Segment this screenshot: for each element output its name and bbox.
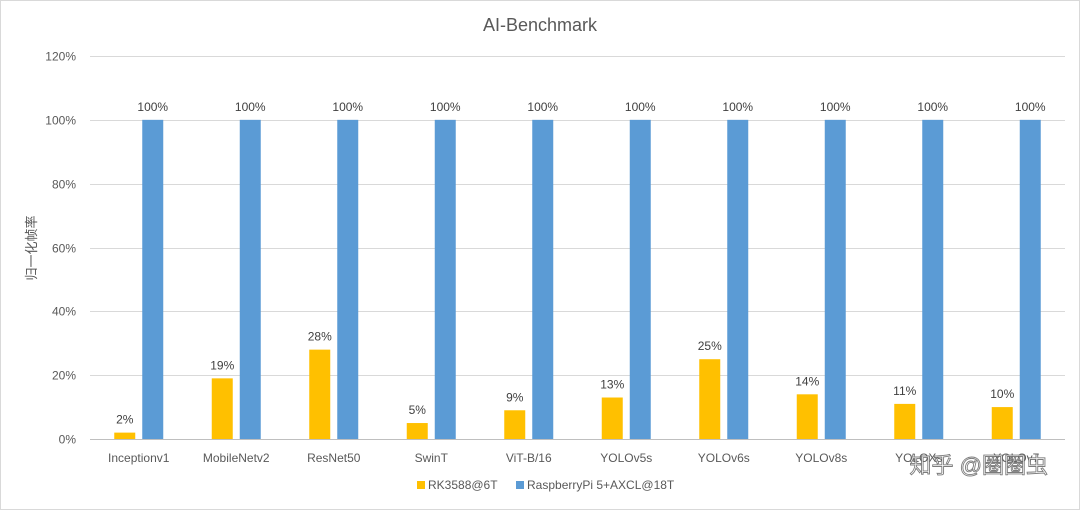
y-tick-label: 60%: [52, 242, 76, 256]
data-label: 100%: [1015, 100, 1046, 114]
bar-raspberrypi: [922, 119, 944, 439]
x-tick-label: MobileNetv2: [203, 451, 270, 465]
x-tick-label: YOLOv7: [993, 451, 1039, 465]
bars: [114, 119, 1041, 439]
y-tick-label: 80%: [52, 178, 76, 192]
bar-raspberrypi: [337, 119, 359, 439]
bar-rk3588: [211, 378, 233, 439]
y-tick-label: 20%: [52, 369, 76, 383]
bar-raspberrypi: [434, 119, 456, 439]
bar-rk3588: [796, 394, 818, 439]
bar-raspberrypi: [239, 119, 261, 439]
x-tick-label: YOLOv5s: [600, 451, 652, 465]
bar-raspberrypi: [824, 119, 846, 439]
bar-raspberrypi: [727, 119, 749, 439]
data-label: 14%: [795, 374, 819, 388]
y-axis-label: 归一化帧率: [24, 215, 39, 280]
y-tick-label: 100%: [45, 114, 76, 128]
x-tick-label: Inceptionv1: [108, 451, 170, 465]
bar-rk3588: [601, 397, 623, 439]
data-label: 9%: [506, 390, 524, 404]
data-label: 100%: [625, 100, 656, 114]
bar-rk3588: [991, 407, 1013, 439]
y-tick-labels: 0% 20% 40% 60% 80% 100% 120%: [45, 50, 76, 447]
bar-rk3588: [894, 403, 916, 439]
y-tick-label: 120%: [45, 50, 76, 64]
data-label: 13%: [600, 378, 624, 392]
x-tick-label: YOLOv8s: [795, 451, 847, 465]
bar-raspberrypi: [532, 119, 554, 439]
data-label: 100%: [430, 100, 461, 114]
data-label: 100%: [527, 100, 558, 114]
x-tick-label: ResNet50: [307, 451, 361, 465]
legend-label-rk3588: RK3588@6T: [428, 478, 498, 492]
data-label: 25%: [698, 339, 722, 353]
bar-rk3588: [699, 359, 721, 439]
bar-rk3588: [504, 410, 526, 439]
legend-swatch-rk3588: [417, 481, 425, 489]
chart-title: AI-Benchmark: [483, 15, 598, 35]
data-label: 10%: [990, 387, 1014, 401]
y-tick-label: 0%: [59, 433, 77, 447]
x-tick-labels: Inceptionv1 MobileNetv2 ResNet50 SwinT ViT-B…: [108, 451, 1040, 465]
x-tick-label: YOLOXs: [895, 451, 942, 465]
legend-label-raspberrypi: RaspberryPi 5+AXCL@18T: [527, 478, 675, 492]
bar-rk3588: [114, 432, 136, 439]
legend: RK3588@6T RaspberryPi 5+AXCL@18T: [417, 478, 675, 492]
bar-raspberrypi: [142, 119, 164, 439]
data-label: 100%: [235, 100, 266, 114]
data-label: 28%: [308, 330, 332, 344]
y-tick-label: 40%: [52, 305, 76, 319]
bar-raspberrypi: [1019, 119, 1041, 439]
data-label: 100%: [137, 100, 168, 114]
bar-rk3588: [406, 423, 428, 439]
x-tick-label: ViT-B/16: [506, 451, 552, 465]
data-label: 100%: [917, 100, 948, 114]
data-label: 5%: [409, 403, 427, 417]
x-tick-label: SwinT: [415, 451, 449, 465]
data-label: 2%: [116, 413, 134, 427]
bar-rk3588: [309, 349, 331, 439]
data-label: 19%: [210, 358, 234, 372]
legend-swatch-raspberrypi: [516, 481, 524, 489]
data-label: 11%: [893, 384, 916, 398]
watermark: 知乎 @圈圈虫: [910, 453, 1048, 478]
bar-raspberrypi: [629, 119, 651, 439]
data-label: 100%: [820, 100, 851, 114]
data-label: 100%: [332, 100, 363, 114]
data-labels: 2% 100% 19% 100% 28% 100% 5% 100% 9% 100% 13% 100% 2…: [116, 100, 1046, 427]
x-tick-label: YOLOv6s: [698, 451, 750, 465]
data-label: 100%: [722, 100, 753, 114]
